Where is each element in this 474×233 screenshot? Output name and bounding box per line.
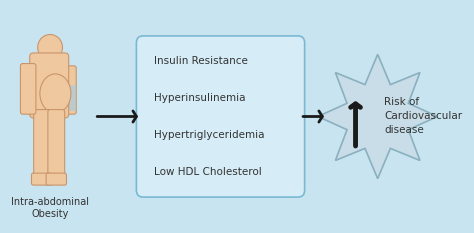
Text: Insulin Resistance: Insulin Resistance: [154, 56, 248, 66]
FancyBboxPatch shape: [64, 85, 76, 111]
FancyBboxPatch shape: [31, 173, 52, 185]
Text: Low HDL Cholesterol: Low HDL Cholesterol: [154, 167, 262, 177]
FancyBboxPatch shape: [46, 173, 66, 185]
Text: Risk of
Cardiovascular
disease: Risk of Cardiovascular disease: [384, 97, 463, 136]
Polygon shape: [318, 54, 438, 179]
Circle shape: [38, 34, 63, 60]
FancyBboxPatch shape: [48, 110, 64, 179]
FancyBboxPatch shape: [30, 53, 69, 118]
FancyBboxPatch shape: [34, 110, 51, 179]
Text: Intra-abdominal
Obesity: Intra-abdominal Obesity: [11, 197, 89, 219]
Text: Hypertriglyceridemia: Hypertriglyceridemia: [154, 130, 264, 140]
FancyBboxPatch shape: [62, 66, 76, 114]
FancyBboxPatch shape: [137, 36, 305, 197]
Text: Hyperinsulinemia: Hyperinsulinemia: [154, 93, 246, 103]
FancyBboxPatch shape: [20, 64, 36, 114]
Ellipse shape: [40, 74, 71, 113]
